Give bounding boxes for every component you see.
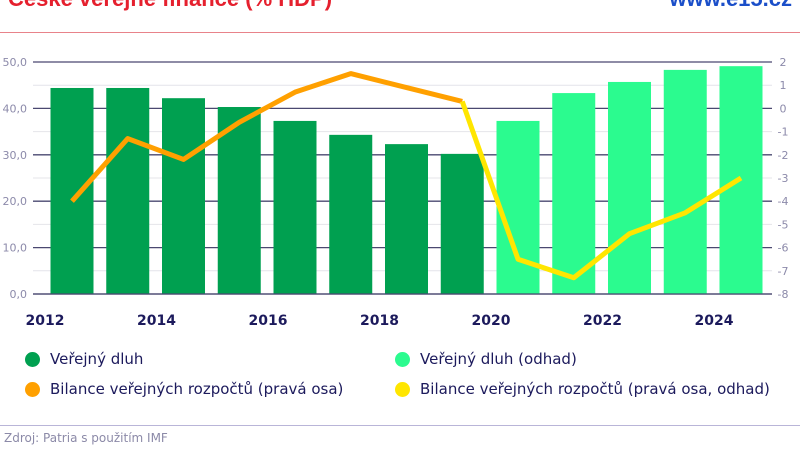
right-axis-tick-label: -4 — [778, 195, 789, 208]
legend-item-balance: Bilance veřejných rozpočtů (pravá osa) — [25, 380, 343, 398]
left-axis-tick-label: 40,0 — [3, 102, 28, 115]
x-axis-tick-label: 2020 — [472, 313, 511, 329]
right-axis-tick-label: -3 — [778, 172, 789, 185]
legend-item-balance-estimate: Bilance veřejných rozpočtů (pravá osa, o… — [395, 380, 770, 398]
legend-label: Veřejný dluh — [50, 350, 144, 368]
right-axis-tick-label: -8 — [778, 288, 789, 301]
right-axis-tick-label: -6 — [778, 242, 789, 255]
bar-2018 — [385, 144, 428, 294]
left-axis-tick-label: 20,0 — [3, 195, 28, 208]
legend-item-debt-estimate: Veřejný dluh (odhad) — [395, 350, 577, 368]
right-axis-tick-label: -1 — [778, 126, 789, 139]
right-axis-tick-label: -2 — [778, 149, 789, 162]
x-axis-tick-label: 2022 — [583, 313, 622, 329]
legend-label: Bilance veřejných rozpočtů (pravá osa, o… — [420, 380, 770, 398]
left-axis-tick-label: 10,0 — [3, 242, 28, 255]
bar-2023 — [663, 69, 707, 294]
bar-2013 — [106, 87, 150, 294]
bar-2012 — [50, 87, 94, 294]
x-axis-tick-label: 2012 — [26, 313, 65, 329]
legend-dot-icon — [25, 351, 40, 367]
legend-label: Bilance veřejných rozpočtů (pravá osa) — [50, 380, 344, 398]
header-divider — [0, 32, 800, 33]
bar-2022 — [608, 81, 651, 295]
bar-2019 — [440, 153, 484, 294]
bar-2016 — [273, 120, 317, 294]
left-axis-tick-label: 30,0 — [3, 149, 28, 162]
footer-divider — [0, 425, 800, 426]
bar-2015 — [217, 107, 261, 295]
right-axis-tick-label: 2 — [780, 56, 787, 69]
bar-2014 — [162, 98, 205, 294]
x-axis-tick-label: 2014 — [137, 313, 176, 329]
site-link[interactable]: www.e15.cz — [669, 0, 792, 12]
right-axis-tick-label: -5 — [778, 218, 789, 231]
chart-title: České veřejné finance (% HDP) — [8, 0, 332, 12]
right-axis-tick-label: 0 — [780, 102, 787, 115]
left-axis-tick-label: 50,0 — [3, 56, 28, 69]
legend-dot-icon — [395, 351, 410, 367]
left-axis-tick-label: 0,0 — [10, 288, 28, 301]
bar-2017 — [329, 134, 373, 294]
line-series-balance-estimate — [459, 100, 743, 281]
line-series-balance — [70, 71, 463, 203]
x-axis-tick-label: 2016 — [249, 313, 288, 329]
source-note: Zdroj: Patria s použitím IMF — [4, 431, 168, 445]
legend-dot-icon — [25, 381, 40, 397]
legend-label: Veřejný dluh (odhad) — [420, 350, 577, 368]
right-axis-tick-label: -7 — [778, 265, 789, 278]
right-axis-tick-label: 1 — [780, 79, 787, 92]
bar-2020 — [496, 120, 540, 294]
legend-dot-icon — [395, 381, 410, 397]
legend-item-debt: Veřejný dluh — [25, 350, 143, 368]
bar-2021 — [552, 93, 596, 294]
x-axis-tick-label: 2024 — [695, 313, 734, 329]
x-axis-tick-label: 2018 — [360, 313, 399, 329]
